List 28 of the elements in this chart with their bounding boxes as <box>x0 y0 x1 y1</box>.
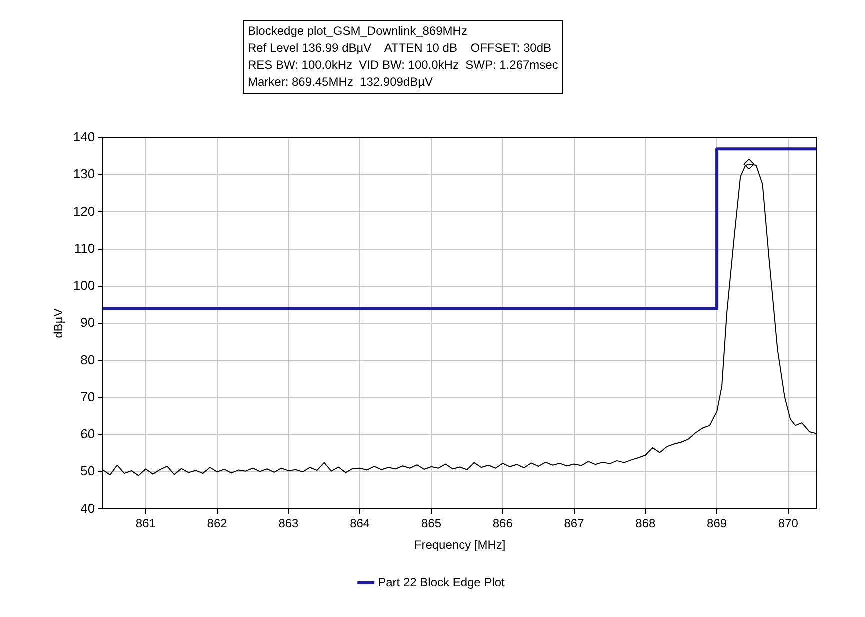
y-tick-label: 90 <box>80 315 96 330</box>
y-tick-label: 110 <box>74 240 96 256</box>
x-tick-label: 863 <box>278 516 300 531</box>
y-tick-label: 50 <box>80 464 96 479</box>
text: RES BW: 100.0kHz VID BW: 100.0kHz SWP: 1.267msec <box>248 57 558 74</box>
chart-title: Blockedge plot_GSM_Downlink_869MHz <box>248 23 468 40</box>
y-tick-label: 80 <box>80 352 96 368</box>
x-tick-label: 867 <box>564 516 585 531</box>
y-axis-title: dBµV <box>52 308 66 338</box>
y-tick-label: 60 <box>80 426 96 442</box>
y-tick-label: 100 <box>73 278 96 294</box>
x-tick-label: 862 <box>207 516 228 531</box>
x-tick-label: 869 <box>707 516 728 531</box>
y-tick-label: 140 <box>73 130 96 145</box>
y-tick-label: 40 <box>80 500 96 516</box>
x-tick-label: 870 <box>778 516 799 531</box>
y-tick-label: 120 <box>73 204 96 219</box>
y-tick-label: 70 <box>80 389 96 404</box>
x-tick-label: 864 <box>350 516 370 531</box>
x-tick-label: 861 <box>136 516 156 531</box>
x-axis-title: Frequency [MHz] <box>414 538 506 552</box>
text: Marker: 869.45MHz 132.909dBµV <box>248 74 434 91</box>
text: Ref Level 136.99 dBµV ATTEN 10 dB OFFSET: 30dB <box>248 40 553 57</box>
x-tick-label: 866 <box>492 516 514 531</box>
x-tick-label: 865 <box>421 516 442 531</box>
legend-label: Part 22 Block Edge Plot <box>378 575 506 590</box>
y-tick-label: 130 <box>73 166 96 182</box>
x-tick-label: 868 <box>636 516 656 531</box>
